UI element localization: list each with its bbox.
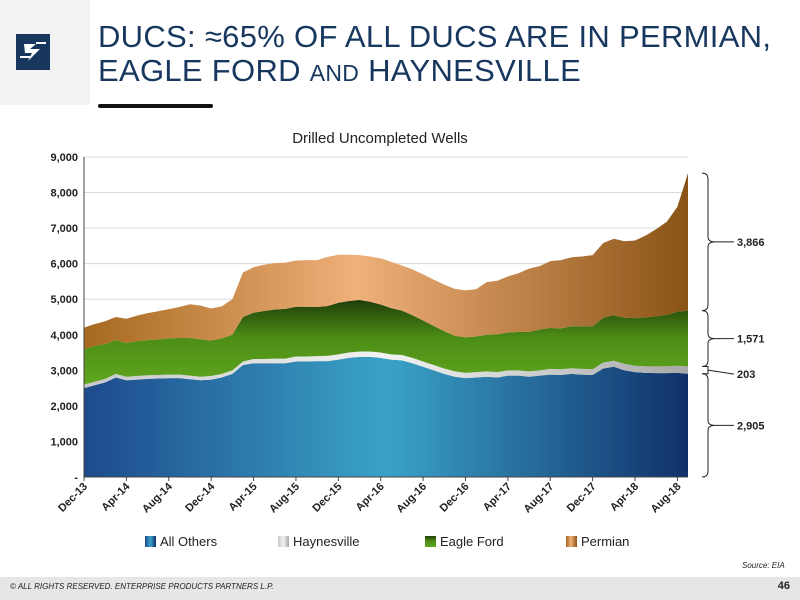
legend-item-all-others: All Others xyxy=(145,534,218,549)
y-tick-label: 3,000 xyxy=(50,365,78,377)
x-tick-label: Dec-13 xyxy=(56,481,90,515)
x-tick-label: Aug-17 xyxy=(522,481,557,516)
area-haynesville xyxy=(84,351,688,389)
footer-copyright: © ALL RIGHTS RESERVED. ENTERPRISE PRODUC… xyxy=(10,582,274,591)
footer-bar xyxy=(0,577,800,600)
x-tick-label: Aug-14 xyxy=(140,480,175,515)
legend-label: Haynesville xyxy=(293,534,359,549)
area-all-others xyxy=(84,356,688,477)
x-tick-label: Dec-17 xyxy=(565,481,599,515)
y-tick-label: 9,000 xyxy=(50,152,78,164)
company-logo xyxy=(16,34,50,70)
y-tick-label: 8,000 xyxy=(50,188,78,200)
x-tick-label: Apr-18 xyxy=(608,481,641,514)
source-note: Source: EIA xyxy=(742,561,785,570)
annotation-permian-value-label: 3,866 xyxy=(737,237,765,249)
annotation-all-others-brace xyxy=(701,373,716,478)
annotation-haynesville-leader xyxy=(707,369,735,375)
title-underline xyxy=(98,104,213,108)
x-tick-label: Dec-14 xyxy=(183,480,218,515)
y-tick-label: 2,000 xyxy=(50,401,78,413)
title-part-b: AND xyxy=(309,60,360,86)
title-part-a: EAGLE FORD xyxy=(98,53,310,88)
x-tick-label: Aug-15 xyxy=(267,481,302,516)
x-tick-label: Dec-15 xyxy=(310,481,344,515)
y-tick-label: 7,000 xyxy=(50,223,78,235)
legend-swatch xyxy=(145,536,156,547)
title-line-2: EAGLE FORD AND HAYNESVILLE xyxy=(98,54,788,90)
x-tick-label: Aug-16 xyxy=(394,481,429,516)
x-tick-label: Aug-18 xyxy=(649,481,684,516)
title-part-c: HAYNESVILLE xyxy=(359,53,582,88)
area-eagle-ford xyxy=(84,299,688,385)
legend-swatch xyxy=(566,536,577,547)
title-line-1: DUCS: ≈65% OF ALL DUCS ARE IN PERMIAN, xyxy=(98,19,772,54)
legend-label: Permian xyxy=(581,534,629,549)
x-tick-label: Apr-17 xyxy=(481,481,514,514)
annotation-eagle-ford-brace xyxy=(701,310,716,367)
legend-swatch xyxy=(278,536,289,547)
legend-label: Eagle Ford xyxy=(440,534,504,549)
x-tick-label: Apr-15 xyxy=(227,481,260,514)
area-permian xyxy=(84,173,688,349)
annotation-haynesville-brace xyxy=(702,365,709,375)
y-tick-label: 1,000 xyxy=(50,436,78,448)
annotation-permian-brace xyxy=(701,172,716,312)
y-tick-label: 6,000 xyxy=(50,259,78,271)
duc-area-chart: Drilled Uncompleted Wells - 1,000 2,000 3,0… xyxy=(50,130,765,549)
legend-label: All Others xyxy=(160,534,218,549)
legend-item-haynesville: Haynesville xyxy=(278,534,359,549)
legend-item-permian: Permian xyxy=(566,534,629,549)
x-tick-label: Apr-16 xyxy=(354,481,387,514)
annotation-all-others-value-label: 2,905 xyxy=(737,420,765,432)
annotation-eagle-ford-value-label: 1,571 xyxy=(737,334,765,346)
legend-swatch xyxy=(425,536,436,547)
slide-title: DUCS: ≈65% OF ALL DUCS ARE IN PERMIAN, E… xyxy=(98,20,788,90)
lightning-logo-icon xyxy=(20,42,46,61)
legend-item-eagle-ford: Eagle Ford xyxy=(425,534,504,549)
y-tick-label: - xyxy=(74,472,78,484)
y-tick-label: 4,000 xyxy=(50,330,78,342)
page-number: 46 xyxy=(777,580,790,592)
chart-title: Drilled Uncompleted Wells xyxy=(292,130,468,147)
x-tick-label: Apr-14 xyxy=(99,480,133,514)
y-tick-label: 5,000 xyxy=(50,294,78,306)
annotation-haynesville-value-label: 203 xyxy=(737,369,755,381)
x-tick-label: Dec-16 xyxy=(438,481,472,515)
